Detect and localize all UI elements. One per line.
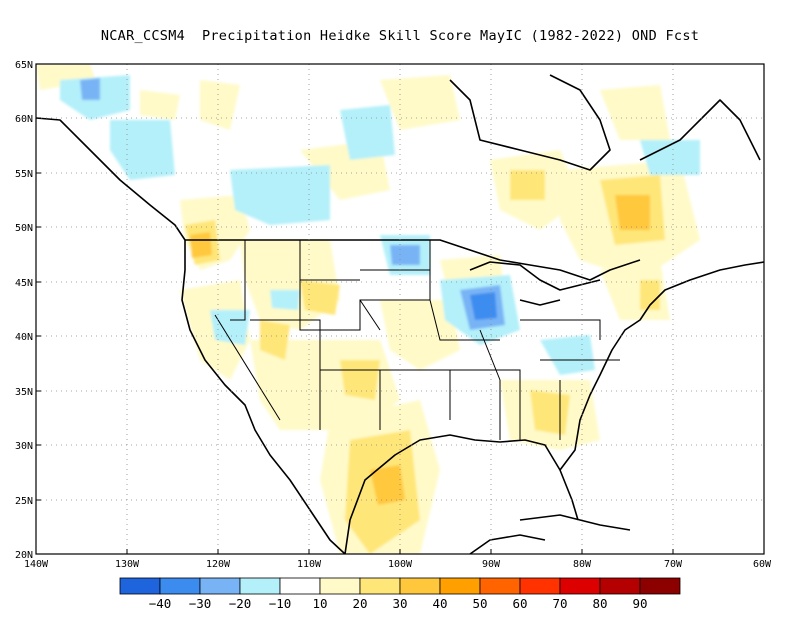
colorbar-label: 70 xyxy=(552,596,568,611)
colorbar-swatch xyxy=(159,577,201,595)
colorbar-swatch xyxy=(239,577,281,595)
colorbar-label: 40 xyxy=(432,596,448,611)
lon-label: 110W xyxy=(297,559,322,570)
lat-label: 65N xyxy=(15,60,33,71)
colorbar-swatch xyxy=(639,577,681,595)
lon-label: 130W xyxy=(115,559,140,570)
lat-label: 20N xyxy=(15,550,33,561)
lon-label: 70W xyxy=(664,559,683,570)
colorbar-label: −10 xyxy=(268,596,292,611)
lat-label: 55N xyxy=(15,169,33,180)
lon-label: 140W xyxy=(24,559,49,570)
colorbar-label: 60 xyxy=(512,596,528,611)
colorbar-swatch xyxy=(359,577,401,595)
lat-label: 40N xyxy=(15,332,33,343)
colorbar-label: 80 xyxy=(592,596,608,611)
lat-label: 50N xyxy=(15,223,33,234)
colorbar-label: 90 xyxy=(632,596,648,611)
colorbar-swatch xyxy=(439,577,481,595)
colorbar-swatch xyxy=(279,577,321,595)
colorbar xyxy=(119,577,681,595)
lat-label: 30N xyxy=(15,441,33,452)
lon-label: 60W xyxy=(753,559,772,570)
lat-label: 60N xyxy=(15,114,33,125)
colorbar-swatch xyxy=(119,577,161,595)
colorbar-swatch xyxy=(599,577,641,595)
state-borders xyxy=(214,240,620,440)
colorbar-swatch xyxy=(199,577,241,595)
colorbar-label: 10 xyxy=(312,596,328,611)
map-title: NCAR_CCSM4 Precipitation Heidke Skill Sc… xyxy=(100,28,700,44)
colorbar-swatch xyxy=(319,577,361,595)
longitude-labels: 140W 130W 120W 110W 100W 90W 80W 70W 60W xyxy=(24,559,772,570)
colorbar-swatch xyxy=(399,577,441,595)
skill-shading xyxy=(36,64,700,554)
lat-label: 45N xyxy=(15,278,33,289)
lon-label: 90W xyxy=(482,559,501,570)
graticule xyxy=(36,64,764,554)
coastlines-and-borders xyxy=(36,74,764,554)
colorbar-swatch xyxy=(519,577,561,595)
lon-label: 120W xyxy=(206,559,231,570)
colorbar-label: −30 xyxy=(188,596,212,611)
lon-label: 80W xyxy=(573,559,592,570)
latitude-labels: 65N 60N 55N 50N 45N 40N 35N 30N 25N 20N xyxy=(15,60,33,561)
colorbar-label: 30 xyxy=(392,596,408,611)
colorbar-swatch xyxy=(479,577,521,595)
lat-label: 35N xyxy=(15,387,33,398)
colorbar-label: 50 xyxy=(472,596,488,611)
colorbar-label: 20 xyxy=(352,596,368,611)
colorbar-label: −40 xyxy=(148,596,172,611)
colorbar-label: −20 xyxy=(228,596,252,611)
lat-label: 25N xyxy=(15,496,33,507)
colorbar-swatch xyxy=(559,577,601,595)
lon-label: 100W xyxy=(388,559,413,570)
tick-marks xyxy=(35,63,765,555)
